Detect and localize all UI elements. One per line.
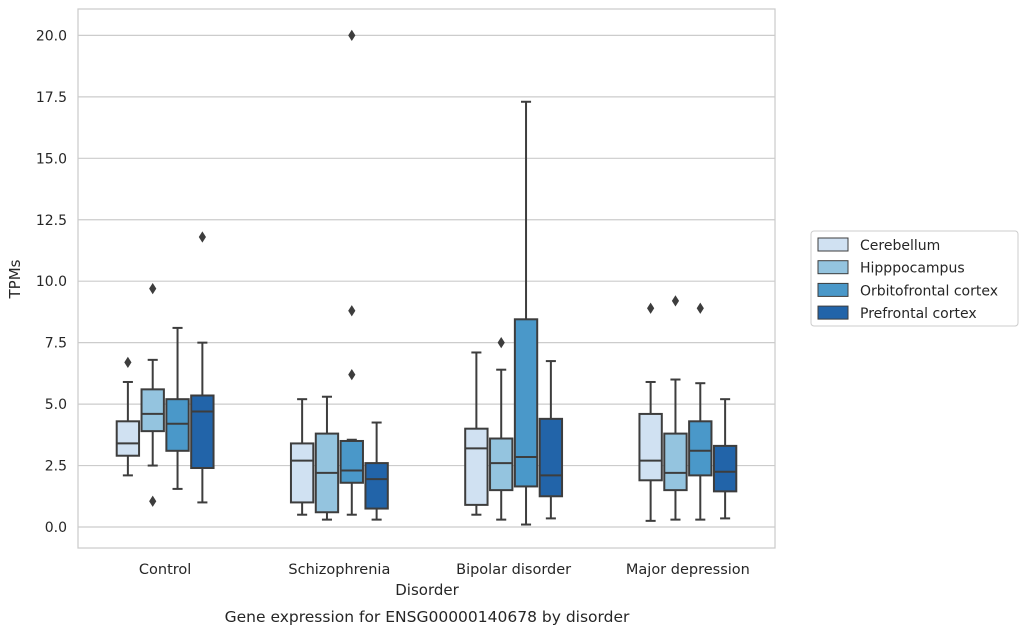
outlier-point (497, 337, 505, 349)
x-tick-labels: Control Schizophrenia Bipolar disorder Majo… (139, 562, 750, 578)
box-iqr (688, 420, 713, 477)
legend-swatch (817, 237, 849, 252)
y-tick-label: 0.0 (45, 520, 67, 536)
box-iqr (140, 388, 165, 433)
outlier-point (124, 356, 132, 368)
outlier-point (348, 368, 356, 381)
outlier-point (198, 231, 206, 243)
box-iqr (464, 427, 489, 506)
box-iqr (513, 318, 539, 488)
box-cerebellum (115, 356, 141, 477)
outlier-point (348, 305, 356, 317)
box-cerebellum (464, 351, 489, 516)
box-iqr (489, 437, 514, 492)
legend-swatch (817, 282, 849, 297)
legend-swatch (817, 305, 849, 320)
plot-area (115, 29, 738, 526)
x-tick-label: Control (139, 562, 191, 578)
y-tick-label: 17.5 (36, 90, 67, 106)
legend-frame (810, 230, 1019, 327)
box-iqr (190, 394, 215, 470)
legend-label: Cerebellum (860, 238, 940, 254)
outlier-point (149, 495, 157, 507)
legend-label: Hipppocampus (860, 261, 965, 277)
box-iqr (538, 417, 564, 498)
box-iqr (364, 462, 389, 510)
box-iqr (165, 398, 190, 452)
box-prefrontal-cortex (190, 231, 215, 504)
box-hipppocampus (314, 395, 340, 521)
box-hipppocampus (140, 282, 165, 507)
plot-frame (77, 8, 776, 549)
box-iqr (663, 432, 688, 492)
y-axis-label: TPMs (6, 259, 24, 299)
legend-swatch (817, 260, 849, 275)
box-orbitofrontal-cortex (339, 29, 364, 516)
box-orbitofrontal-cortex (513, 100, 539, 526)
x-axis-label: Disorder (395, 581, 459, 599)
box-iqr (638, 412, 663, 482)
box-cerebellum (638, 302, 663, 522)
y-tick-labels: 0.0 2.5 5.0 7.5 10.0 12.5 15.0 17.5 20.0 (36, 28, 67, 536)
legend: Cerebellum Hipppocampus Orbitofrontal cort… (810, 230, 1019, 327)
box-hipppocampus (489, 337, 514, 521)
outlier-point (348, 29, 356, 42)
outlier-point (149, 282, 157, 295)
outlier-point (671, 295, 680, 307)
legend-label: Prefrontal cortex (860, 306, 977, 322)
x-tick-label: Schizophrenia (288, 562, 390, 578)
y-tick-label: 7.5 (45, 336, 67, 352)
box-prefrontal-cortex (538, 360, 564, 520)
x-tick-label: Major depression (626, 562, 750, 578)
legend-label: Orbitofrontal cortex (860, 283, 998, 299)
y-tick-label: 5.0 (45, 397, 67, 413)
box-orbitofrontal-cortex (165, 326, 190, 490)
y-tick-label: 20.0 (36, 28, 67, 44)
chart-title: Gene expression for ENSG00000140678 by d… (225, 608, 630, 626)
box-prefrontal-cortex (364, 421, 389, 521)
x-tick-label: Bipolar disorder (456, 562, 571, 578)
outlier-point (696, 302, 704, 314)
box-orbitofrontal-cortex (688, 302, 713, 521)
y-tick-label: 2.5 (45, 459, 67, 475)
box-cerebellum (289, 398, 315, 516)
box-iqr (712, 444, 738, 493)
y-tick-label: 15.0 (36, 151, 67, 167)
box-prefrontal-cortex (712, 398, 738, 520)
outlier-point (647, 302, 655, 314)
y-tick-label: 12.5 (36, 213, 67, 229)
box-iqr (289, 442, 315, 504)
y-tick-label: 10.0 (36, 274, 67, 290)
box-hipppocampus (663, 295, 688, 521)
box-iqr (115, 420, 141, 457)
box-iqr (339, 439, 364, 484)
